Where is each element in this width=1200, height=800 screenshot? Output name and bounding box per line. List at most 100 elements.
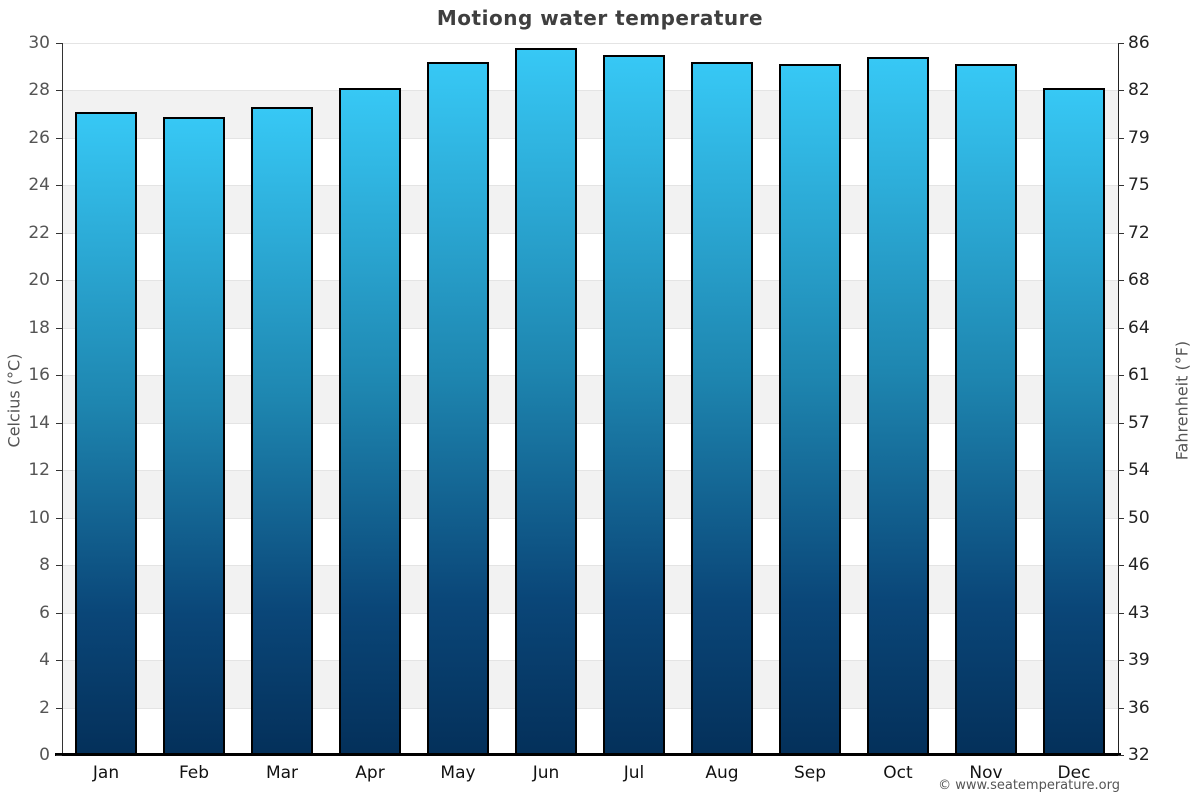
plot-band: [62, 185, 1118, 233]
gridline: [62, 137, 1118, 139]
plot-band: [62, 565, 1118, 613]
bar-nov: [955, 64, 1017, 755]
y-tick-mark-right: [1118, 755, 1124, 756]
y-tick-label-celsius: 2: [39, 697, 50, 718]
x-tick-label-aug: Aug: [705, 763, 739, 783]
y-tick-mark-right: [1118, 327, 1124, 329]
gridline: [62, 565, 1118, 567]
y-tick-mark-right: [1118, 137, 1124, 139]
y-tick-mark-right: [1118, 280, 1124, 282]
gridline: [62, 660, 1118, 662]
gridline: [62, 707, 1118, 709]
y-tick-label-fahrenheit: 75: [1128, 175, 1150, 196]
y-tick-label-fahrenheit: 86: [1128, 33, 1150, 53]
gridline: [62, 422, 1118, 424]
gridline: [62, 470, 1118, 472]
y-tick-mark-right: [1118, 707, 1124, 709]
copyright-text: © www.seatemperature.org: [938, 778, 1120, 793]
bar-dec: [1043, 88, 1105, 755]
y-tick-label-fahrenheit: 64: [1128, 317, 1150, 338]
y-tick-mark-right: [1118, 517, 1124, 519]
y-tick-mark-right: [1118, 90, 1124, 92]
bar-jan: [75, 111, 137, 755]
plot-band: [62, 90, 1118, 138]
y-axis-line-left: [62, 43, 63, 755]
y-tick-label-celsius: 12: [28, 460, 50, 481]
y-tick-label-fahrenheit: 57: [1128, 412, 1150, 433]
plot-area: [62, 43, 1118, 755]
x-tick-label-feb: Feb: [178, 763, 210, 783]
y-tick-mark-left: [56, 327, 62, 329]
y-tick-mark-left: [56, 185, 62, 187]
gridline: [62, 327, 1118, 329]
y-tick-mark-right: [1118, 660, 1124, 662]
y-tick-label-celsius: 26: [28, 127, 50, 148]
x-tick-label-may: May: [440, 763, 476, 783]
plot-band: [62, 375, 1118, 423]
x-tick-label-oct: Oct: [883, 763, 913, 783]
y-tick-mark-right: [1118, 232, 1124, 234]
bar-aug: [691, 61, 753, 755]
y-tick-mark-left: [56, 470, 62, 472]
y-tick-label-celsius: 18: [28, 317, 50, 338]
bar-sep: [779, 64, 841, 755]
plot-band: [62, 232, 1118, 281]
y-tick-label-fahrenheit: 39: [1128, 650, 1150, 671]
y-tick-mark-left: [56, 755, 62, 756]
bar-jul: [603, 54, 665, 755]
y-tick-mark-left: [56, 232, 62, 234]
y-axis-line-right: [1118, 43, 1119, 755]
y-tick-label-fahrenheit: 46: [1128, 555, 1150, 576]
y-tick-mark-left: [56, 707, 62, 709]
y-tick-mark-right: [1118, 422, 1124, 424]
y-tick-mark-right: [1118, 185, 1124, 187]
y-tick-label-celsius: 14: [28, 412, 50, 433]
y-tick-label-fahrenheit: 43: [1128, 602, 1150, 623]
y-tick-mark-left: [56, 660, 62, 662]
x-tick-label-apr: Apr: [355, 763, 385, 783]
plot-band: [62, 707, 1118, 755]
y-tick-mark-left: [56, 90, 62, 92]
gridline: [62, 517, 1118, 519]
y-tick-mark-left: [56, 612, 62, 614]
plot-band: [62, 517, 1118, 566]
x-tick-label-jul: Jul: [623, 763, 645, 783]
y-tick-label-fahrenheit: 79: [1128, 127, 1150, 148]
y-tick-label-celsius: 22: [28, 222, 50, 243]
bar-may: [427, 61, 489, 755]
y-tick-label-fahrenheit: 72: [1128, 222, 1150, 243]
y-tick-label-fahrenheit: 68: [1128, 270, 1150, 291]
bar-mar: [251, 107, 313, 755]
y-tick-mark-right: [1118, 612, 1124, 614]
y-tick-label-fahrenheit: 82: [1128, 80, 1150, 101]
x-tick-label-dec: Dec: [1057, 763, 1091, 783]
bar-jun: [515, 47, 577, 755]
gridline: [62, 280, 1118, 282]
y-tick-mark-left: [56, 43, 62, 44]
y-tick-mark-left: [56, 137, 62, 139]
bar-feb: [163, 116, 225, 755]
y-tick-label-celsius: 20: [28, 270, 50, 291]
y-tick-label-celsius: 10: [28, 507, 50, 528]
plot-band: [62, 612, 1118, 661]
y-tick-label-fahrenheit: 50: [1128, 507, 1150, 528]
plot-band: [62, 280, 1118, 328]
plot-band: [62, 470, 1118, 518]
y-tick-label-celsius: 8: [39, 555, 50, 576]
x-tick-label-mar: Mar: [265, 763, 299, 783]
y-tick-mark-right: [1118, 565, 1124, 567]
gridline: [62, 90, 1118, 92]
y-tick-label-celsius: 30: [28, 33, 50, 53]
y-tick-label-fahrenheit: 36: [1128, 697, 1150, 718]
plot-band: [62, 660, 1118, 708]
y-axis-label-fahrenheit: Fahrenheit (°F): [1172, 340, 1192, 461]
y-axis-label-celsius: Celcius (°C): [4, 353, 24, 448]
plot-band: [62, 327, 1118, 376]
y-tick-mark-right: [1118, 375, 1124, 377]
y-tick-mark-right: [1118, 470, 1124, 472]
y-tick-label-fahrenheit: 61: [1128, 365, 1150, 386]
y-tick-label-celsius: 16: [28, 365, 50, 386]
chart-title: Motiong water temperature: [436, 6, 764, 30]
x-tick-label-nov: Nov: [969, 763, 1003, 783]
